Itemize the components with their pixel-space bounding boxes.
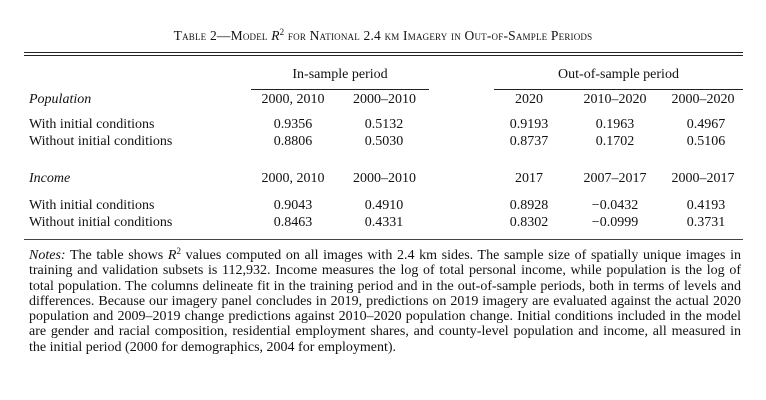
table-cell: 0.4910	[364, 198, 404, 213]
top-rule-lower	[24, 55, 743, 56]
top-rule-upper	[24, 52, 743, 53]
table-cell: 0.9043	[273, 198, 313, 213]
income-col-header: 2000–2017	[671, 171, 735, 186]
table-cell: −0.0432	[591, 198, 639, 213]
table-cell: 0.8302	[509, 215, 549, 230]
in-sample-group-header: In-sample period	[292, 67, 388, 82]
notes-r-superscript: 2	[176, 246, 181, 256]
table-cell: 0.9356	[273, 117, 313, 132]
table-cell: 0.4967	[686, 117, 726, 132]
table-cell: 0.8737	[509, 134, 549, 149]
income-section-label: Income	[29, 171, 71, 186]
notes-text-start: The table shows	[65, 248, 168, 263]
title-suffix: for National 2.4 km Imagery in Out-of-Sa…	[284, 28, 593, 43]
table-cell: 0.1702	[595, 134, 635, 149]
row-label: Without initial conditions	[29, 215, 173, 230]
table-notes: Notes: The table shows R2 values compute…	[29, 246, 741, 355]
table-cell: 0.4193	[686, 198, 726, 213]
table-cell: 0.5132	[364, 117, 404, 132]
out-of-sample-group-header: Out-of-sample period	[558, 67, 679, 82]
table-cell: 0.9193	[509, 117, 549, 132]
income-col-header: 2000, 2010	[261, 171, 325, 186]
income-col-header: 2017	[515, 171, 543, 186]
population-section-label: Population	[29, 92, 92, 107]
table-cell: 0.5030	[364, 134, 404, 149]
table-cell: 0.8806	[273, 134, 313, 149]
table-cell: −0.0999	[591, 215, 639, 230]
row-label: With initial conditions	[29, 198, 155, 213]
population-col-header: 2000–2010	[353, 92, 416, 107]
in-sample-underline	[251, 89, 429, 90]
out-of-sample-underline	[494, 89, 743, 90]
table-cell: 0.8928	[509, 198, 549, 213]
table-title: Table 2—Model R2 for National 2.4 km Ima…	[0, 28, 766, 44]
income-col-header: 2007–2017	[583, 171, 647, 186]
title-r-superscript: 2	[279, 27, 285, 37]
population-col-header: 2020	[515, 92, 543, 107]
population-col-header: 2000, 2010	[261, 92, 325, 107]
table-cell: 0.1963	[595, 117, 635, 132]
notes-r-symbol: R	[167, 248, 177, 263]
population-col-header: 2000–2020	[671, 92, 735, 107]
notes-label: Notes:	[29, 248, 66, 263]
title-r-symbol: R	[271, 28, 280, 43]
table-cell: 0.3731	[686, 215, 726, 230]
table-cell: 0.4331	[364, 215, 404, 230]
table-cell: 0.8463	[273, 215, 313, 230]
income-col-header: 2000–2010	[353, 171, 416, 186]
row-label: Without initial conditions	[29, 134, 173, 149]
population-col-header: 2010–2020	[583, 92, 647, 107]
bottom-rule	[24, 239, 743, 240]
table-cell: 0.5106	[686, 134, 726, 149]
title-prefix: Table 2—Model	[173, 28, 272, 43]
row-label: With initial conditions	[29, 117, 155, 132]
notes-text-rest: values computed on all images with 2.4 k…	[29, 248, 741, 355]
